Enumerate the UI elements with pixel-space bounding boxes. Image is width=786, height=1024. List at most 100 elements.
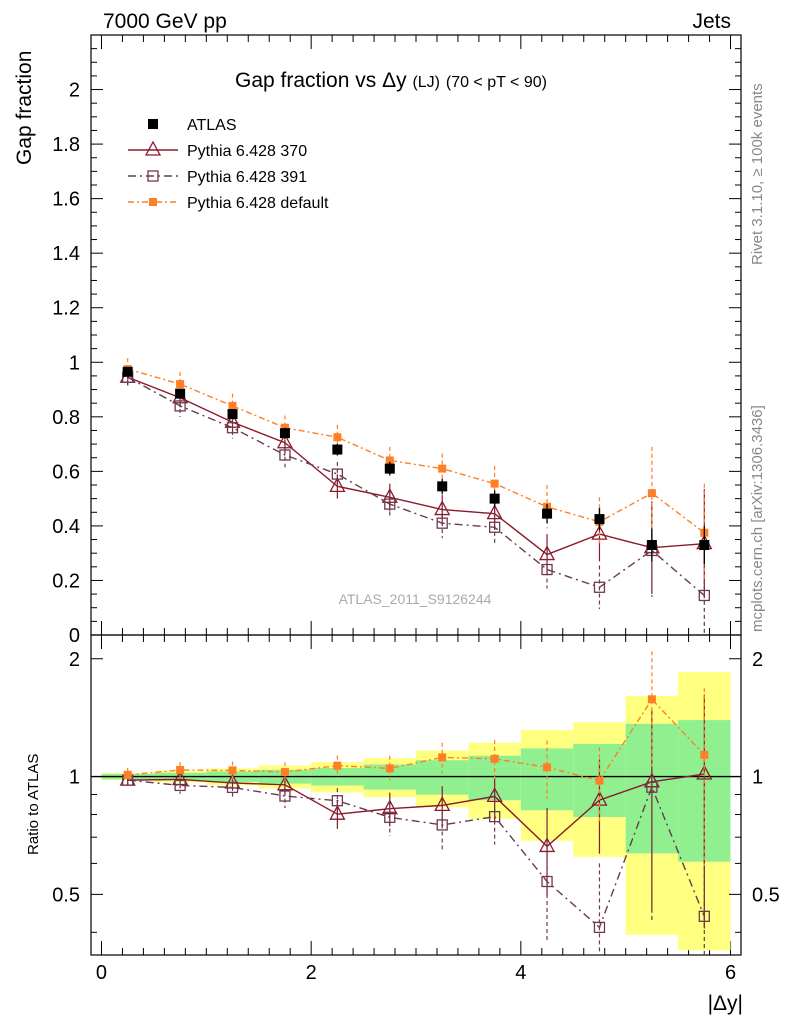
analysis-watermark: ATLAS_2011_S9126244 [339, 591, 492, 607]
data-point [122, 366, 133, 377]
x-tick-label: 2 [306, 962, 317, 984]
series-line-1 [127, 376, 705, 596]
series-point [331, 468, 344, 480]
series-point [228, 401, 237, 410]
ratio-series-point [279, 790, 291, 802]
x-tick-label: 4 [515, 962, 526, 984]
y-tick-label: 0.8 [52, 407, 80, 429]
title-lj: (LJ) [412, 74, 440, 91]
series-point [279, 449, 291, 461]
title-delta: Δy [382, 69, 407, 92]
ratio-y-tick-label: 1 [69, 767, 80, 789]
legend-marker-data [148, 119, 158, 129]
series-point [490, 479, 499, 488]
ratio-series-point [176, 765, 185, 774]
legend-marker-2 [149, 198, 157, 206]
main-plot: 0 0.2 0.4 0.6 0.8 1 1.2 1.4 1.6 1.8 2 [52, 34, 742, 955]
y-tick-label: 1.4 [52, 243, 80, 265]
ratio-y-tick-label: 0.5 [52, 884, 80, 906]
legend-label-1: Pythia 6.428 391 [187, 169, 307, 186]
ratio-series-point [226, 781, 239, 794]
data-point [384, 463, 395, 474]
series-point [698, 589, 710, 602]
legend-marker-0 [144, 140, 162, 156]
series-point [381, 487, 398, 503]
ratio-plot: 0 2 4 6 0.5 0.5 1 1 2 2 [52, 634, 780, 984]
ratio-series-point [698, 910, 710, 922]
data-point [175, 388, 186, 399]
series-point [385, 456, 394, 465]
y-tick-label: 0.2 [52, 570, 80, 592]
ratio-frame [90, 634, 742, 956]
x-tick-label: 6 [725, 962, 736, 984]
data-point [542, 508, 553, 519]
legend-label-0: Pythia 6.428 370 [187, 143, 307, 160]
y-tick-label: 1.2 [52, 298, 80, 320]
y-tick-label: 0 [69, 625, 80, 647]
ratio-series-point [384, 811, 396, 823]
legend-label-2: Pythia 6.428 default [187, 195, 329, 212]
ratio-series-point [541, 875, 553, 888]
series-point [329, 476, 346, 493]
title-range: (70 < pT < 90) [446, 74, 547, 91]
legend-marker-1 [147, 170, 159, 182]
data-point [594, 514, 605, 525]
legend: ATLAS Pythia 6.428 370 Pythia 6.428 391 Pyt… [128, 117, 329, 212]
series-point [647, 489, 656, 498]
data-point [437, 481, 448, 492]
x-axis-label: |Δy| [708, 992, 743, 1015]
ratio-series-point [228, 766, 237, 775]
ratio-series-point [385, 764, 394, 773]
ratio-y-axis-label: Ratio to ATLAS [25, 754, 42, 855]
ratio-series-point [647, 695, 656, 704]
data-point [279, 428, 290, 439]
side-label-bottom: mcplots.cern.ch [arXiv:1306.3436] [749, 405, 766, 632]
series-point [226, 422, 239, 434]
ratio-y-tick-label-right: 1 [752, 767, 763, 789]
ratio-series-point [490, 754, 499, 763]
series-point [438, 464, 447, 473]
series-point [593, 581, 606, 593]
series-point [488, 521, 501, 533]
ratio-series-point [381, 799, 398, 815]
header-right: Jets [692, 10, 731, 33]
series-point [174, 400, 186, 412]
ratio-series-point [333, 761, 342, 770]
ratio-series-line-0 [127, 773, 705, 848]
ratio-series-point [276, 775, 294, 791]
ratio-series-point [700, 750, 709, 759]
data-point [699, 540, 710, 550]
ratio-series-point [543, 763, 552, 772]
series-point [384, 498, 396, 510]
y-tick-label: 0.4 [52, 516, 80, 538]
ratio-series-point [696, 764, 713, 780]
x-tick-label: 0 [96, 962, 107, 984]
series-point [176, 380, 185, 389]
ratio-series-point [593, 921, 606, 934]
ratio-series-point [538, 837, 556, 853]
ratio-series-point [434, 796, 451, 812]
ratio-series-point [646, 781, 658, 793]
ratio-series-point [331, 795, 344, 807]
ratio-series-point [595, 776, 604, 785]
y-axis-label: Gap fraction [13, 51, 36, 165]
ratio-series-point [280, 768, 289, 777]
y-tick-label: 1 [69, 352, 80, 374]
y-tick-label: 0.6 [52, 461, 80, 483]
ratio-series-point [172, 770, 189, 786]
ratio-y-tick-label-right: 2 [752, 649, 763, 671]
svg-text:Gap fraction vs Δy (LJ) (70 <: Gap fraction vs Δy (LJ) (70 < pT < 90) [235, 69, 547, 92]
ratio-y-tick-label: 2 [69, 649, 80, 671]
y-tick-label: 1.8 [52, 134, 80, 156]
ratio-series-point [123, 770, 132, 779]
ratio-series-point [488, 810, 501, 823]
series-point [541, 563, 553, 576]
y-tick-label: 2 [69, 80, 80, 102]
data-point [227, 409, 238, 420]
title-main: Gap fraction vs [235, 69, 376, 92]
y-tick-label: 1.6 [52, 189, 80, 211]
ratio-y-tick-label-right: 0.5 [752, 884, 780, 906]
ratio-series-point [174, 779, 186, 792]
series-line-2 [127, 368, 705, 534]
